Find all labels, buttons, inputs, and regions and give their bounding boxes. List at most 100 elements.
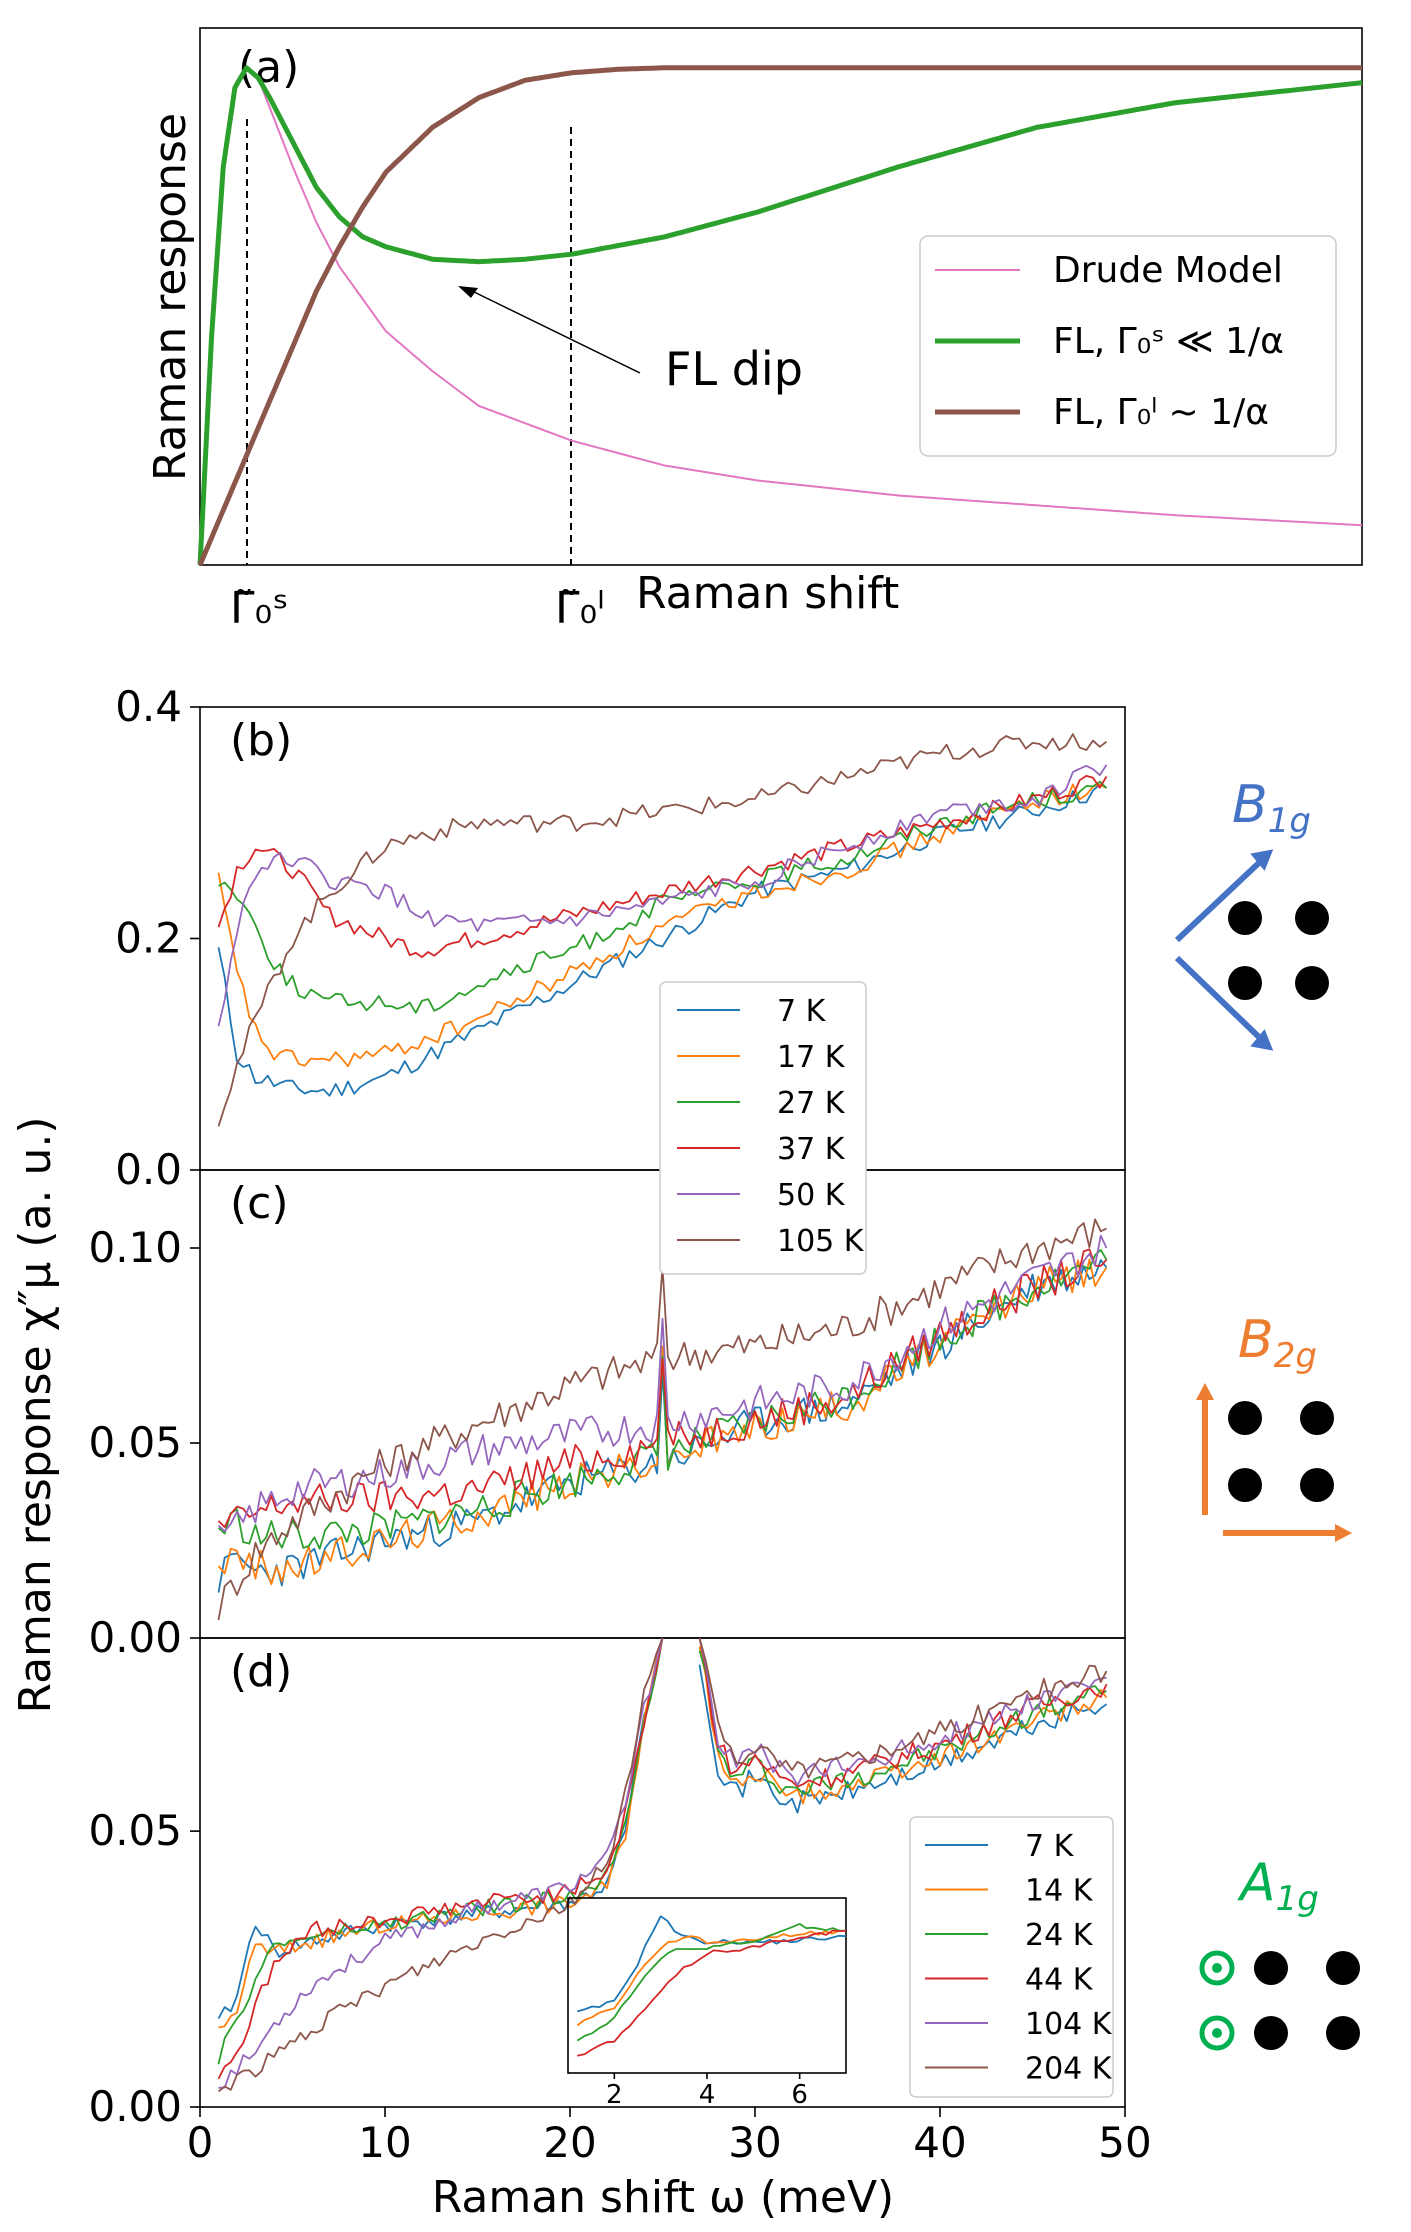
fl-dip-arrowhead [458, 286, 478, 298]
series-line-inset-7-K [577, 1915, 847, 2013]
b1g-icon: B1g [1174, 775, 1329, 1051]
b2g-atom [1228, 1468, 1262, 1502]
series-line-37-K [217, 775, 1108, 958]
b2g-arrowhead-right [1335, 1524, 1352, 1542]
a1g-atom [1254, 2016, 1288, 2050]
legend-b-entry: 7 K [777, 994, 827, 1029]
panel-a-ylabel: Raman response [145, 113, 196, 481]
legend-d-entry: 24 K [1025, 1918, 1094, 1953]
series-line-24-K-high [698, 1650, 1107, 1795]
b1g-arrow-up [1174, 857, 1265, 943]
inset-xtick-label: 4 [699, 2080, 716, 2110]
b1g-atom [1228, 966, 1262, 1000]
series-line-FL,-Γ₀ˢ-≪-1/α [197, 65, 1363, 566]
series-line-14-K-high [698, 1646, 1108, 1805]
series-line-17-K [217, 783, 1107, 1068]
panel-c-ytick-label: 0.00 [88, 1613, 182, 1662]
b1g-atom [1295, 901, 1329, 935]
series-line-7-K-high [698, 1664, 1108, 1814]
fl-dip-arrow [469, 289, 641, 374]
series-line-50-K [217, 764, 1108, 1027]
panel-b-ytick-label: 0.0 [115, 1145, 182, 1194]
b1g-arrow-down [1174, 955, 1265, 1043]
inset-xtick-label: 6 [791, 2080, 808, 2110]
series-line-inset-24-K [576, 1923, 847, 2042]
panel-d-xtick-label: 0 [187, 2118, 214, 2167]
b1g-arrowhead-up [1250, 849, 1274, 871]
panel-d-xtick-label: 10 [358, 2118, 411, 2167]
series-line-44-K [217, 1637, 664, 2080]
series-line-inset-14-K [576, 1929, 847, 2027]
a1g-out-of-plane-dot [1212, 2028, 1222, 2038]
panel-b-label: (b) [230, 715, 292, 766]
panel-d: (d) 0.00 0.05 2 4 6 [88, 1637, 1126, 2131]
series-line-204-K [217, 1637, 664, 2093]
panel-d-legend: 7 K 14 K 24 K 44 K 104 K 204 K [909, 1816, 1114, 2098]
shared-ylabel: Raman response χ″μ (a. u.) [10, 1116, 61, 1713]
legend-b-entry: 50 K [777, 1178, 846, 1213]
panel-d-ytick-label: 0.05 [88, 1806, 182, 1855]
shared-xlabel: Raman shift ω (meV) [432, 2172, 894, 2223]
panel-a-xlabel: Raman shift [636, 568, 899, 619]
panel-d-ytick-label: 0.00 [88, 2082, 182, 2131]
legend-b-entry: 105 K [777, 1224, 865, 1259]
panel-d-xtick-label: 20 [543, 2118, 596, 2167]
a1g-atom [1326, 2016, 1360, 2050]
panel-d-xtick-label: 40 [913, 2118, 966, 2167]
legend-a-drude: Drude Model [1053, 250, 1283, 291]
a1g-label: A1g [1237, 1853, 1319, 1919]
panel-d-xtick-label: 50 [1098, 2118, 1151, 2167]
panel-b-ytick-label: 0.2 [115, 914, 182, 963]
panel-d-legend-box [909, 1816, 1114, 2098]
legend-b-entry: 37 K [777, 1132, 846, 1167]
panel-a: (a) Raman response Raman shift Γ̃₀ˢ Γ̃₀ˡ… [145, 27, 1363, 634]
inset-xtick-label: 2 [606, 2080, 623, 2110]
series-line-44-K-high [698, 1637, 1108, 1788]
a1g-out-of-plane-dot [1212, 1963, 1222, 1973]
a1g-out-of-plane-icon [1199, 1950, 1235, 1986]
series-line-204-K-high [698, 1637, 1108, 1779]
panel-b-ytick-label: 0.4 [115, 682, 182, 731]
panel-a-xtick-gamma-l: Γ̃₀ˡ [555, 583, 604, 634]
panel-b-legend: 7 K 17 K 27 K 37 K 50 K 105 K [659, 981, 867, 1275]
legend-d-entry: 104 K [1025, 2007, 1113, 2042]
legend-d-entry: 204 K [1025, 2052, 1113, 2087]
b2g-icon: B2g [1196, 1310, 1352, 1542]
legend-d-entry: 7 K [1025, 1829, 1075, 1864]
legend-b-entry: 27 K [777, 1086, 846, 1121]
b2g-label: B2g [1238, 1310, 1317, 1376]
legend-a-fl-s: FL, Γ₀ˢ ≪ 1/α [1053, 321, 1284, 362]
series-line-105-K [217, 1218, 1107, 1621]
b2g-atom [1300, 1468, 1334, 1502]
legend-b-entry: 17 K [777, 1040, 846, 1075]
panel-c-label: (c) [230, 1178, 289, 1229]
series-line-104-K-high [698, 1637, 1107, 1787]
a1g-out-of-plane-icon [1199, 2015, 1235, 2051]
b1g-atom [1228, 901, 1262, 935]
a1g-icon: A1g [1199, 1853, 1360, 2051]
series-line-inset-44-K [577, 1929, 847, 2057]
panel-d-xtick-label: 30 [728, 2118, 781, 2167]
panel-d-label: (d) [230, 1646, 292, 1697]
legend-d-entry: 14 K [1025, 1874, 1094, 1909]
b2g-arrowhead-up [1196, 1383, 1214, 1400]
series-line-50-K [217, 1234, 1108, 1533]
series-line-27-K [218, 780, 1108, 1014]
inset-frame [567, 1897, 847, 2074]
a1g-atom [1254, 1951, 1288, 1985]
panel-b: (b) 0.0 0.2 0.4 [115, 682, 1126, 1194]
panel-c: (c) 0.00 0.05 0.10 [88, 1169, 1126, 1662]
series-line-Drude-Model [199, 66, 1363, 566]
b2g-atom [1228, 1401, 1262, 1435]
series-line-37-K [217, 1248, 1108, 1528]
series-line-24-K [217, 1637, 664, 2065]
series-line-17-K [217, 1258, 1108, 1586]
panel-a-frame [199, 27, 1363, 566]
legend-a-fl-l: FL, Γ₀ˡ ~ 1/α [1053, 392, 1269, 433]
panel-a-legend-box [919, 235, 1337, 457]
series-line-105-K [217, 733, 1108, 1127]
series-line-FL,-Γ₀ˡ-~-1/α [197, 65, 1362, 566]
panel-a-xtick-gamma-s: Γ̃₀ˢ [230, 583, 289, 634]
series-line-104-K [218, 1637, 664, 2089]
